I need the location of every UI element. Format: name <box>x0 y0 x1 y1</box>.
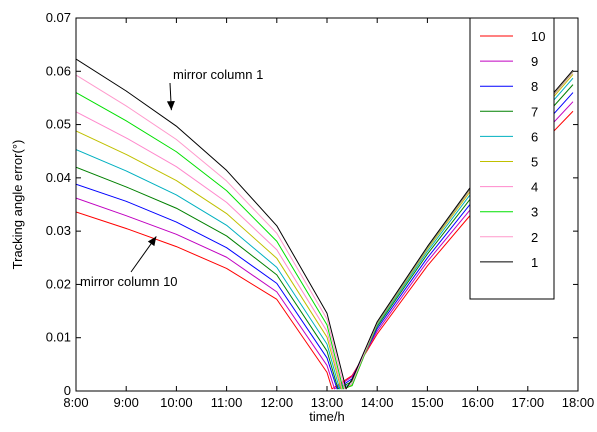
y-axis-label: Tracking angle error(°) <box>10 140 25 270</box>
legend-label-6: 6 <box>531 129 538 144</box>
y-tick-label: 0.02 <box>46 276 71 291</box>
y-axis: 0 0.01 0.02 0.03 0.04 0.05 0.06 0.07 <box>46 10 578 398</box>
x-tick-label: 9:00 <box>114 395 139 410</box>
legend-label-5: 5 <box>531 155 538 170</box>
legend-label-9: 9 <box>531 54 538 69</box>
y-tick-label: 0.06 <box>46 63 71 78</box>
annotation-arrowhead <box>166 100 175 111</box>
x-tick-label: 10:00 <box>160 395 193 410</box>
legend-label-8: 8 <box>531 79 538 94</box>
x-tick-label: 16:00 <box>461 395 494 410</box>
x-tick-label: 14:00 <box>361 395 394 410</box>
x-tick-label: 15:00 <box>411 395 444 410</box>
legend-label-1: 1 <box>531 255 538 270</box>
x-tick-label: 18:00 <box>562 395 595 410</box>
x-tick-label: 11:00 <box>211 395 243 410</box>
legend: 10 9 8 7 6 5 4 3 2 1 <box>469 17 555 300</box>
legend-box <box>469 17 555 300</box>
y-tick-label: 0 <box>64 383 71 398</box>
legend-label-3: 3 <box>531 205 538 220</box>
y-tick-label: 0.05 <box>46 117 71 132</box>
y-tick-label: 0.01 <box>46 330 71 345</box>
y-tick-label: 0.04 <box>46 170 71 185</box>
legend-label-4: 4 <box>531 180 538 195</box>
annotations: mirror column 1 mirror column 10 <box>80 67 263 289</box>
annotation-arrowhead <box>147 236 157 247</box>
x-axis-label: time/h <box>309 409 344 424</box>
y-tick-label: 0.03 <box>46 223 71 238</box>
annotation-label: mirror column 1 <box>173 67 263 82</box>
x-tick-label: 13:00 <box>311 395 344 410</box>
legend-label-2: 2 <box>531 230 538 245</box>
x-tick-label: 8:00 <box>63 395 88 410</box>
legend-label-7: 7 <box>531 104 538 119</box>
y-tick-label: 0.07 <box>46 10 71 25</box>
legend-label-10: 10 <box>531 29 545 44</box>
annotation-label: mirror column 10 <box>80 274 178 289</box>
x-tick-label: 17:00 <box>512 395 545 410</box>
x-axis: 8:00 9:00 10:00 11:00 12:00 13:00 14:00 15:00 16… <box>63 18 594 410</box>
x-tick-label: 12:00 <box>261 395 294 410</box>
